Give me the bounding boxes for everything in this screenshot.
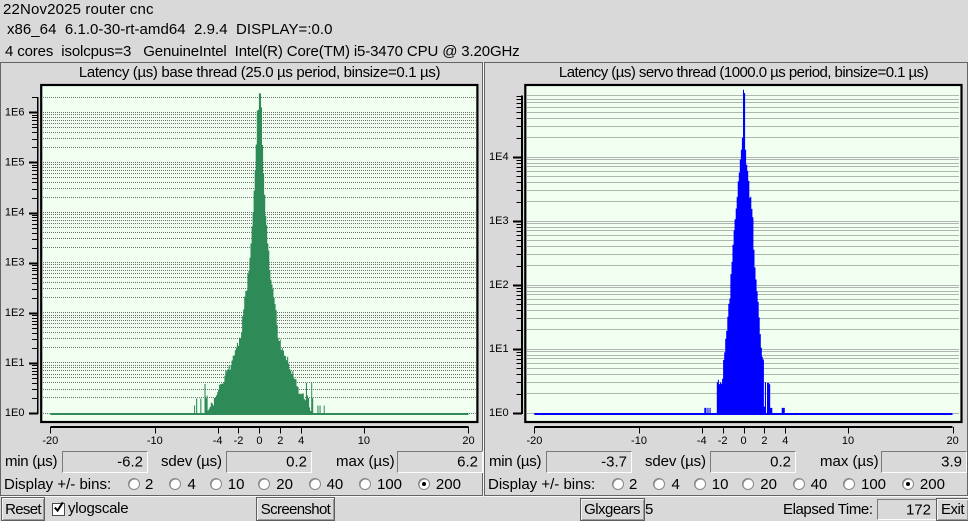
svg-text:1E5: 1E5 xyxy=(5,157,25,169)
svg-text:1E1: 1E1 xyxy=(489,343,509,355)
svg-text:1E6: 1E6 xyxy=(5,106,25,118)
svg-text:20: 20 xyxy=(462,435,474,447)
svg-text:-20: -20 xyxy=(42,435,58,447)
svg-text:10: 10 xyxy=(842,435,854,447)
svg-text:10: 10 xyxy=(358,435,370,447)
svg-text:20: 20 xyxy=(946,435,958,447)
svg-text:1E4: 1E4 xyxy=(489,151,509,163)
svg-text:1E4: 1E4 xyxy=(5,207,25,219)
svg-text:1E0: 1E0 xyxy=(5,407,25,419)
svg-text:1E0: 1E0 xyxy=(489,407,509,419)
svg-text:2: 2 xyxy=(277,435,283,447)
svg-text:1E3: 1E3 xyxy=(5,257,25,269)
svg-text:1E2: 1E2 xyxy=(489,279,509,291)
svg-text:0: 0 xyxy=(740,435,746,447)
svg-text:1E2: 1E2 xyxy=(5,307,25,319)
svg-text:-10: -10 xyxy=(631,435,647,447)
svg-text:-20: -20 xyxy=(526,435,542,447)
svg-text:-2: -2 xyxy=(718,435,728,447)
svg-text:2: 2 xyxy=(761,435,767,447)
svg-text:-4: -4 xyxy=(697,435,707,447)
svg-text:-10: -10 xyxy=(147,435,163,447)
svg-text:4: 4 xyxy=(298,435,304,447)
svg-text:1E1: 1E1 xyxy=(5,357,25,369)
svg-text:1E3: 1E3 xyxy=(489,215,509,227)
svg-text:-2: -2 xyxy=(234,435,244,447)
svg-text:-4: -4 xyxy=(213,435,223,447)
svg-text:4: 4 xyxy=(782,435,788,447)
svg-text:0: 0 xyxy=(256,435,262,447)
